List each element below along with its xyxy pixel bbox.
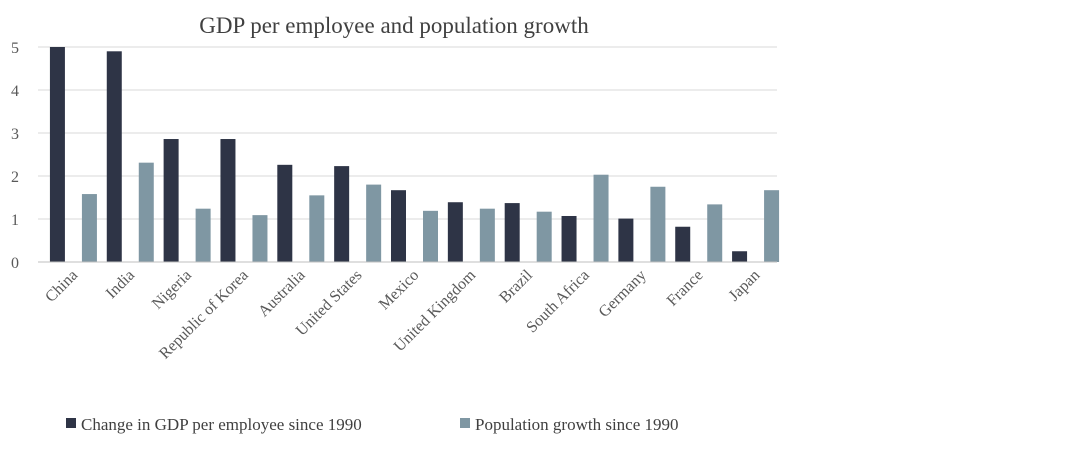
bar <box>81 194 97 262</box>
bar <box>593 174 609 262</box>
x-tick-label: Australia <box>255 267 308 320</box>
bar <box>764 190 780 262</box>
bar <box>423 210 438 262</box>
bar <box>220 139 236 262</box>
bar <box>675 226 691 262</box>
bar <box>138 162 154 262</box>
bar <box>163 139 179 262</box>
bar <box>732 251 748 262</box>
y-tick-label: 2 <box>11 169 19 186</box>
bar <box>536 211 552 262</box>
y-tick-label: 5 <box>11 40 19 57</box>
legend-label: Change in GDP per employee since 1990 <box>81 415 362 434</box>
y-axis-ticks: 0 1 2 3 4 5 <box>11 40 19 272</box>
bar <box>49 47 65 262</box>
x-tick-label: India <box>103 267 138 302</box>
y-tick-label: 3 <box>11 126 19 143</box>
bar <box>447 202 463 262</box>
x-tick-label: China <box>42 267 81 306</box>
x-tick-label: Brazil <box>496 266 536 306</box>
legend-label: Population growth since 1990 <box>475 415 679 434</box>
y-tick-label: 0 <box>11 255 19 272</box>
x-tick-label: Mexico <box>376 267 423 314</box>
legend-swatch <box>66 418 76 428</box>
chart-title: GDP per employee and population growth <box>199 13 589 38</box>
bars <box>49 47 780 262</box>
bar <box>650 186 666 262</box>
bar <box>106 51 122 262</box>
x-tick-label: Germany <box>596 267 650 321</box>
bar <box>195 208 211 262</box>
bar <box>479 208 495 262</box>
x-tick-label: Japan <box>726 267 764 305</box>
bar <box>252 215 268 262</box>
bar <box>366 184 382 262</box>
bar <box>504 203 520 262</box>
bar <box>391 190 406 262</box>
bar <box>707 204 723 262</box>
bar <box>309 195 325 262</box>
bar <box>334 166 350 262</box>
bar <box>277 164 293 262</box>
legend: Change in GDP per employee since 1990 Pop… <box>66 415 679 434</box>
y-tick-label: 4 <box>11 83 19 100</box>
x-tick-label: France <box>664 267 707 310</box>
bar <box>618 218 634 262</box>
bar <box>561 215 577 262</box>
legend-swatch <box>460 418 470 428</box>
y-tick-label: 1 <box>11 212 19 229</box>
x-tick-label: Nigeria <box>149 267 195 313</box>
